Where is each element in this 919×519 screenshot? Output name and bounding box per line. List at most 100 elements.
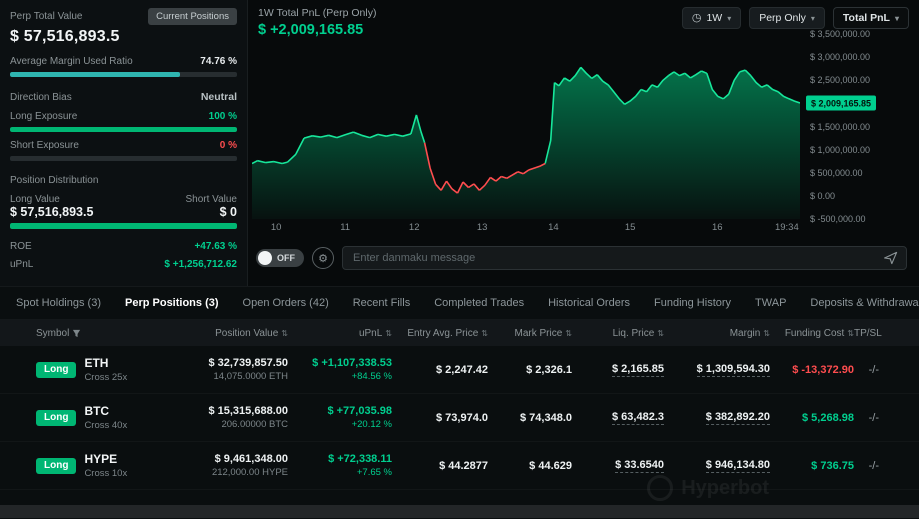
upnl-label: uPnL <box>10 259 34 270</box>
entry-price-cell: $ 73,974.0 <box>436 411 488 424</box>
margin-ratio-value: 74.76 % <box>200 56 237 67</box>
column-header-upnl[interactable]: uPnL ⇅ <box>358 327 392 339</box>
positions-panel: Spot Holdings (3) Perp Positions (3) Open … <box>0 286 919 519</box>
tab-open-orders-42[interactable]: Open Orders (42) <box>242 297 329 309</box>
tab-perp-positions-3[interactable]: Perp Positions (3) <box>125 297 219 309</box>
liq-price-cell: $ 33.6540 <box>615 458 664 473</box>
upnl-value: $ +1,256,712.62 <box>164 259 237 270</box>
x-axis-label: 12 <box>408 222 420 233</box>
funding-cost-cell: $ 5,268.98 <box>802 411 854 424</box>
tab-historical-orders[interactable]: Historical Orders <box>548 297 630 309</box>
sort-icon[interactable]: ⇅ <box>481 328 488 338</box>
column-header-liq-price[interactable]: Liq. Price ⇅ <box>612 327 664 339</box>
mark-price-cell: $ 74,348.0 <box>520 411 572 424</box>
margin-ratio-label: Average Margin Used Ratio <box>10 56 133 67</box>
sort-icon[interactable]: ⇅ <box>385 328 392 338</box>
tpsl-cell: -/- <box>868 363 879 376</box>
column-header-position-value[interactable]: Position Value ⇅ <box>215 327 288 339</box>
tab-deposits-withdrawals[interactable]: Deposits & Withdrawals <box>810 297 919 309</box>
tpsl-cell: -/- <box>868 459 879 472</box>
pnl-area-chart <box>251 66 801 219</box>
short-exposure-bar <box>10 156 237 161</box>
chevron-down-icon: ▾ <box>727 13 732 23</box>
direction-bias-label: Direction Bias <box>10 91 72 103</box>
tab-recent-fills[interactable]: Recent Fills <box>352 297 411 309</box>
position-value-cell: $ 9,461,348.00 212,000.00 HYPE <box>211 453 288 478</box>
long-exposure-fill <box>10 127 237 132</box>
sort-icon[interactable]: ⇅ <box>847 328 854 338</box>
position-value-cell: $ 32,739,857.50 14,075.0000 ETH <box>208 357 288 382</box>
metric-dropdown[interactable]: Total PnL ▾ <box>832 7 909 29</box>
column-header-mark-price[interactable]: Mark Price ⇅ <box>514 327 573 339</box>
current-positions-chip[interactable]: Current Positions <box>148 8 237 25</box>
x-axis-label: 15 <box>624 222 636 233</box>
scope-dropdown[interactable]: Perp Only ▾ <box>749 7 825 29</box>
margin-ratio-bar <box>10 72 237 77</box>
short-exposure-label: Short Exposure <box>10 140 79 151</box>
tab-funding-history[interactable]: Funding History <box>654 297 732 309</box>
leverage-label: Cross 40x <box>84 420 128 431</box>
pnl-chart-panel: 1W Total PnL (Perp Only) $ +2,009,165.85… <box>248 0 919 286</box>
side-badge: Long <box>36 457 77 474</box>
x-axis-label: 10 <box>270 222 282 233</box>
column-header-tp-sl: TP/SL <box>854 327 882 339</box>
long-exposure-bar <box>10 127 237 132</box>
sort-icon[interactable]: ⇅ <box>657 328 664 338</box>
upnl-cell: $ +77,035.98 +20.12 % <box>327 405 392 430</box>
tabs: Spot Holdings (3) Perp Positions (3) Open … <box>0 287 919 320</box>
danmaku-toggle[interactable]: OFF <box>256 249 304 267</box>
x-axis: 10 11 12 13 14 15 16 19:34 <box>252 222 800 234</box>
x-axis-label: 16 <box>711 222 723 233</box>
symbol-cell: Long HYPE Cross 10x <box>36 452 140 479</box>
chevron-down-icon: ▾ <box>894 13 899 23</box>
roe-value: +47.63 % <box>194 241 237 252</box>
margin-ratio-fill <box>10 72 180 77</box>
time-range-dropdown[interactable]: ◷ 1W ▾ <box>681 7 742 29</box>
position-row-hype: Long HYPE Cross 10x $ 9,461,348.00 212,000.0… <box>0 442 919 490</box>
y-axis-tick: $ 500,000.00 <box>810 167 863 178</box>
leverage-label: Cross 10x <box>84 468 128 479</box>
column-header-funding-cost[interactable]: Funding Cost ⇅ <box>784 327 854 339</box>
entry-price-cell: $ 44.2877 <box>439 459 488 472</box>
danmaku-settings-icon[interactable]: ⚙ <box>312 247 334 269</box>
filter-icon[interactable] <box>72 329 81 338</box>
tab-completed-trades[interactable]: Completed Trades <box>434 297 525 309</box>
x-axis-label: 19:34 <box>774 222 799 233</box>
sort-icon[interactable]: ⇅ <box>763 328 770 338</box>
y-axis-current-value: $ 2,009,165.85 <box>806 95 877 111</box>
direction-bias-value: Neutral <box>200 91 237 103</box>
pnl-plot <box>251 34 801 219</box>
chevron-down-icon: ▾ <box>810 13 815 23</box>
upnl-cell: $ +72,338.11 +7.65 % <box>328 453 392 478</box>
column-header-margin[interactable]: Margin ⇅ <box>729 327 770 339</box>
entry-price-cell: $ 2,247.42 <box>436 363 488 376</box>
short-value: $ 0 <box>219 205 237 219</box>
perp-total-value-label: Perp Total Value <box>10 11 83 22</box>
y-axis-tick: $ 3,500,000.00 <box>810 29 871 39</box>
danmaku-input[interactable] <box>342 246 907 270</box>
table-body: Long ETH Cross 25x $ 32,739,857.50 14,075.00… <box>0 346 919 490</box>
toggle-label: OFF <box>277 253 295 263</box>
tab-spot-holdings-3[interactable]: Spot Holdings (3) <box>16 297 101 309</box>
mark-price-cell: $ 44.629 <box>529 459 572 472</box>
liq-price-cell: $ 2,165.85 <box>612 362 664 377</box>
sort-icon[interactable]: ⇅ <box>565 328 572 338</box>
side-badge: Long <box>36 409 77 426</box>
position-value-cell: $ 15,315,688.00 206.00000 BTC <box>208 405 288 430</box>
symbol-name: BTC <box>84 404 110 418</box>
danmaku-bar: OFF ⚙ <box>256 246 907 270</box>
chart-current-pnl: $ +2,009,165.85 <box>258 22 364 38</box>
y-axis-tick: $ 1,000,000.00 <box>810 144 871 155</box>
clock-icon: ◷ <box>691 11 702 24</box>
x-axis-label: 11 <box>340 222 351 233</box>
tab-twap[interactable]: TWAP <box>755 297 787 309</box>
column-header-entry-avg-price[interactable]: Entry Avg. Price ⇅ <box>407 327 488 339</box>
position-distribution-label: Position Distribution <box>10 175 99 186</box>
x-axis-label: 13 <box>476 222 488 233</box>
position-row-btc: Long BTC Cross 40x $ 15,315,688.00 206.00000… <box>0 394 919 442</box>
sort-icon[interactable]: ⇅ <box>281 328 288 338</box>
send-icon[interactable] <box>883 250 899 266</box>
column-header-symbol[interactable]: Symbol <box>36 328 140 339</box>
y-axis-tick: $ 2,500,000.00 <box>810 75 871 86</box>
long-value-label: Long Value <box>10 194 60 205</box>
